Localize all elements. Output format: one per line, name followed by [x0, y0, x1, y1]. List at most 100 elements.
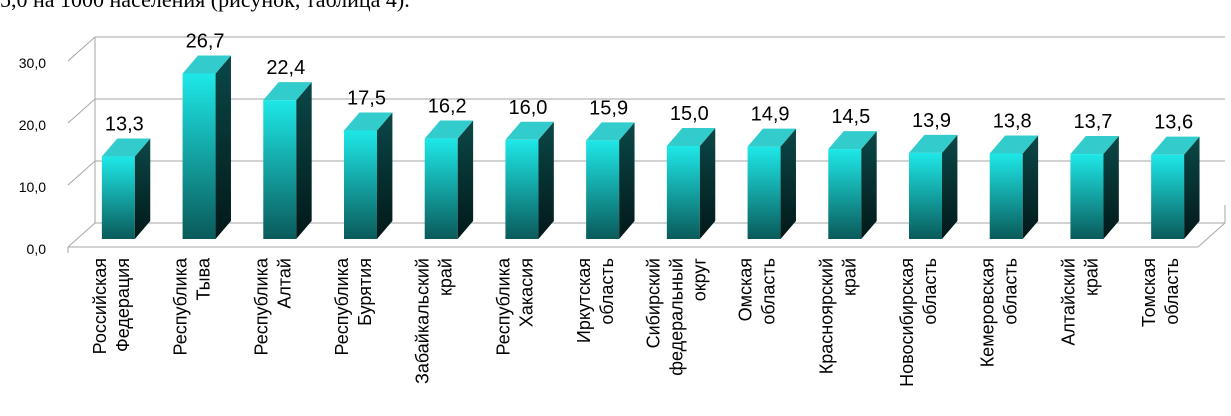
x-category-label: округ: [689, 258, 709, 302]
bar-top-face: [586, 122, 635, 141]
bar-top-face: [182, 55, 231, 74]
bar-side-face: [1022, 135, 1039, 239]
value-labels: 13,3 26,7 22,4 17,5 16,2 16,0 15,9 15,0 14,9 14,5…: [105, 30, 1193, 135]
x-category-label: Республика: [493, 257, 513, 356]
x-category-label: Российская: [90, 258, 110, 354]
bar: [586, 122, 635, 239]
bar-side-face: [861, 131, 877, 239]
bar-side-face: [780, 128, 796, 239]
bar-side-face: [942, 134, 958, 239]
bar: [344, 112, 393, 239]
bar: [182, 55, 231, 240]
x-category-label: Иркутская: [574, 258, 594, 343]
bar-front-face: [263, 100, 297, 240]
bar-side-face: [1184, 136, 1200, 239]
gridline-depth: [67, 222, 96, 248]
x-category-label: Кемеровская: [978, 258, 998, 367]
bar-side-face: [377, 112, 393, 239]
gridlines: [67, 36, 1226, 253]
bar-top-face: [909, 134, 958, 153]
bar-top-face: [989, 135, 1039, 154]
data-label: 16,2: [428, 96, 467, 118]
y-tick-label: 20,0: [19, 117, 46, 133]
bar: [263, 82, 312, 240]
x-category-label: край: [1081, 258, 1101, 296]
x-category-label: Алтай: [274, 258, 294, 309]
x-category-label: Тыва: [194, 257, 214, 301]
bar: [747, 128, 796, 239]
bars: [101, 55, 1200, 240]
bar-top-face: [666, 128, 716, 146]
x-category-label: край: [436, 258, 456, 296]
data-label: 15,9: [589, 97, 628, 119]
data-label: 14,5: [831, 106, 870, 128]
bar-top-face: [505, 121, 554, 140]
bar: [666, 128, 716, 239]
data-label: 15,0: [670, 103, 709, 125]
bar-top-face: [101, 138, 151, 157]
x-category-label: Республика: [171, 257, 191, 356]
bar-side-face: [296, 82, 312, 240]
bar: [989, 135, 1039, 239]
bar-top-face: [263, 82, 312, 101]
bar-side-face: [134, 138, 151, 239]
bar-top-face: [1151, 136, 1200, 155]
x-category-label: область: [759, 258, 779, 325]
gridline-depth: [67, 160, 96, 186]
x-category-label: область: [920, 258, 940, 325]
bar-front-face: [586, 140, 620, 239]
y-axis: 0,0 10,0 20,0 30,0: [19, 55, 46, 257]
bar: [101, 138, 151, 239]
bar-side-face: [699, 128, 716, 239]
y-tick-label: 10,0: [19, 179, 46, 195]
x-category-label: Красноярский: [816, 258, 836, 374]
x-category-label: федеральный: [666, 258, 686, 376]
bar-top-face: [424, 120, 474, 139]
y-tick-label: 0,0: [27, 241, 47, 257]
bar: [424, 120, 474, 239]
x-category-label: край: [839, 258, 859, 296]
bar-top-face: [828, 131, 877, 150]
bar-front-face: [505, 139, 539, 239]
data-label: 13,8: [993, 110, 1032, 132]
bar-front-face: [747, 146, 781, 239]
bar-front-face: [1151, 154, 1185, 239]
bar-side-face: [1103, 136, 1119, 239]
bar-front-face: [182, 73, 216, 240]
x-category-label: Томская: [1139, 258, 1159, 327]
x-category-label: Бурятия: [355, 258, 375, 326]
gridline-depth: [67, 98, 96, 124]
bar: [1151, 136, 1200, 239]
bar: [909, 134, 958, 239]
bar-front-face: [1070, 154, 1104, 239]
data-label: 22,4: [266, 57, 305, 79]
bar-front-face: [424, 138, 458, 239]
data-label: 16,0: [508, 97, 547, 119]
bar-top-face: [344, 112, 393, 131]
bar-front-face: [666, 146, 700, 239]
bar-front-face: [828, 149, 862, 239]
data-label: 13,6: [1154, 112, 1193, 134]
bar-front-face: [909, 152, 942, 239]
x-category-label: Омская: [736, 258, 756, 321]
gridline-depth: [67, 36, 96, 62]
bar-front-face: [344, 130, 377, 239]
bar-side-face: [619, 122, 635, 239]
x-axis: Российская Федерация Республика Тыва Республ…: [90, 257, 1182, 387]
bar-top-face: [747, 128, 796, 147]
x-category-label: область: [1162, 258, 1182, 325]
x-category-label: Хакасия: [516, 258, 536, 327]
x-category-label: область: [1001, 258, 1021, 325]
x-category-label: Сибирский: [643, 258, 663, 348]
data-label: 13,9: [912, 110, 951, 132]
x-category-label: Алтайский: [1058, 258, 1078, 346]
bar: [1070, 136, 1119, 239]
bar: [505, 121, 554, 239]
bar: [828, 131, 877, 239]
x-category-label: Федерация: [113, 258, 133, 352]
intro-text: 5,0 на 1000 населения (рисунок, таблица …: [0, 0, 410, 13]
x-category-label: область: [597, 258, 617, 325]
x-category-label: Республика: [332, 257, 352, 356]
bar-side-face: [457, 120, 474, 239]
